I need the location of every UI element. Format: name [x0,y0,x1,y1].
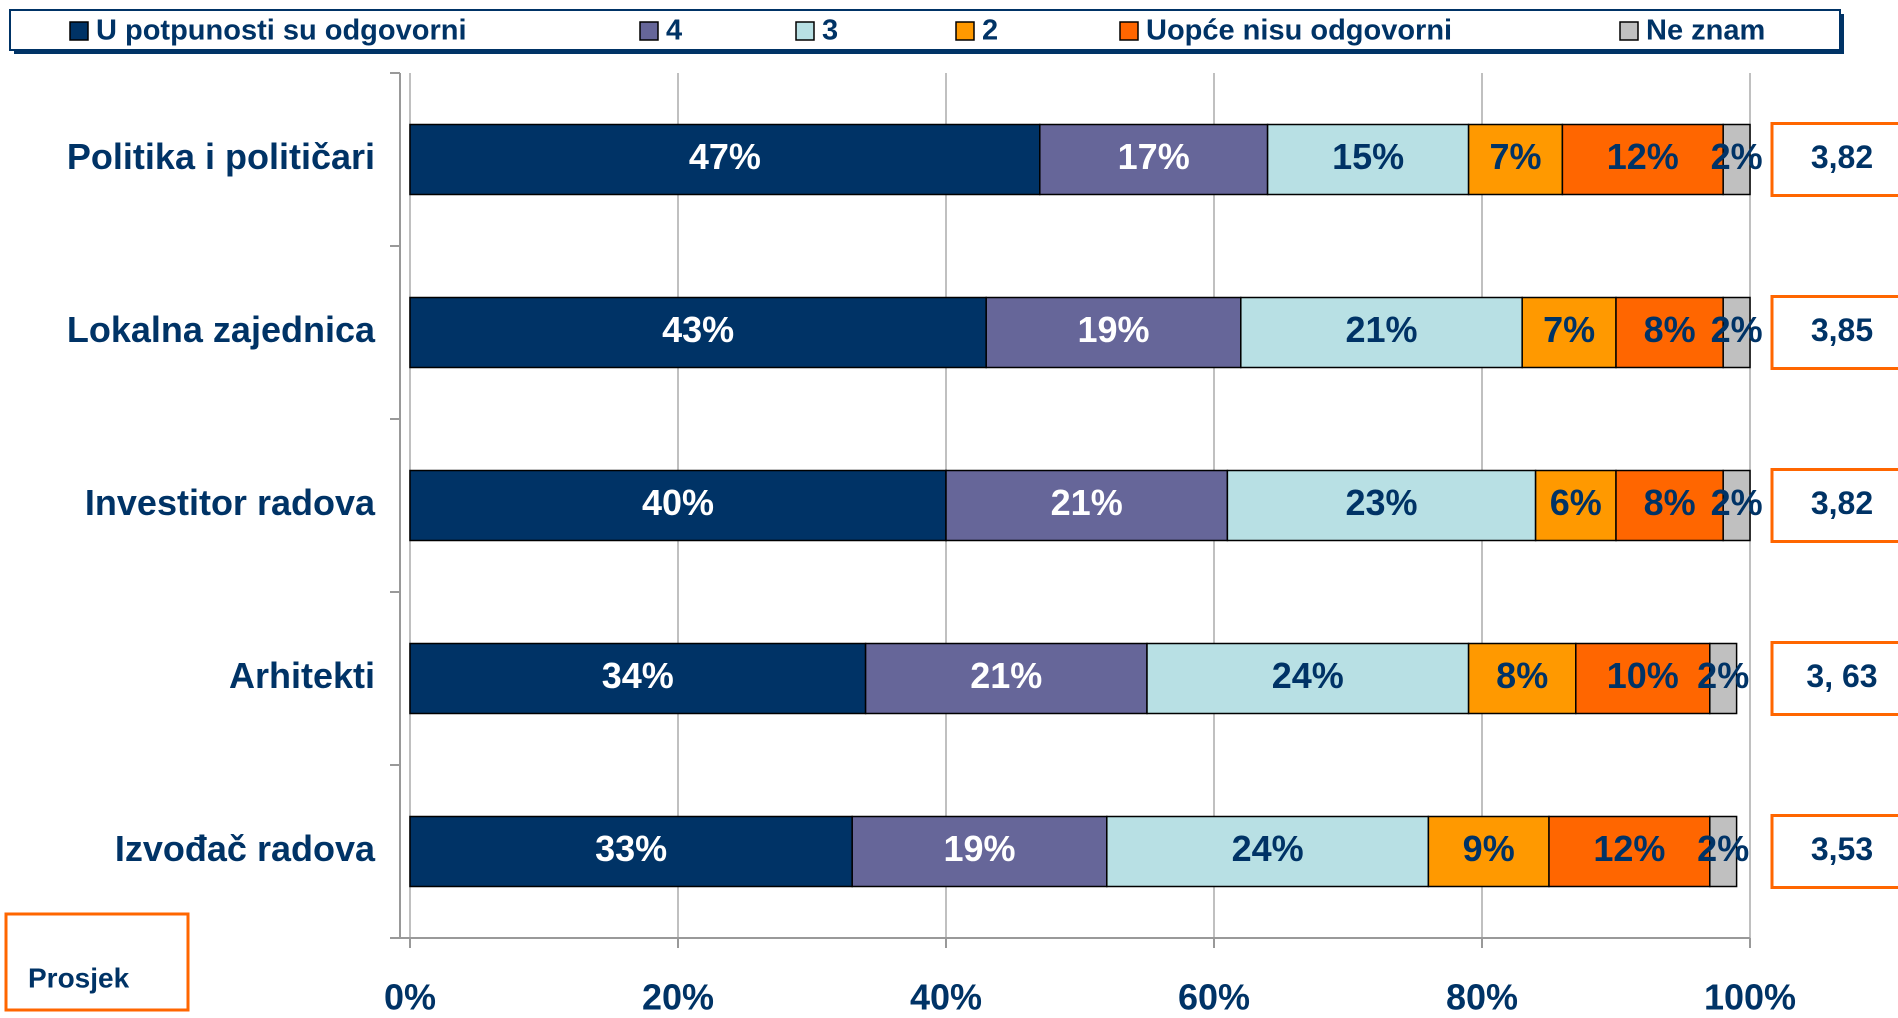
value-label: 12% [1607,136,1679,177]
value-label: 21% [1345,309,1417,350]
bar-segment [409,469,947,542]
x-tick-label: 80% [1446,977,1518,1018]
legend-label: U potpunosti su odgovorni [96,15,467,47]
bar-segment [1266,123,1470,196]
value-label: 12% [1593,828,1665,869]
x-tick-label: 20% [642,977,714,1018]
legend-swatch [639,21,659,41]
bar-segment [1039,123,1269,196]
value-label: 7% [1489,136,1541,177]
bar-segment [1427,815,1550,888]
value-label: 6% [1550,482,1602,523]
average-title: Prosjek [28,962,130,993]
bar-segment [945,469,1229,542]
value-label: 19% [943,828,1015,869]
bar-segment [864,642,1148,715]
legend-swatch [795,21,815,41]
value-label: 2% [1711,309,1763,350]
bar-segment [1561,123,1724,196]
average-box [1770,814,1898,889]
bar-segment [851,815,1108,888]
legend-label: 3 [822,15,838,47]
legend-box [9,9,1841,51]
bar-segment [1709,642,1738,715]
value-label: 15% [1332,136,1404,177]
bar-segment [1521,296,1617,369]
bar-segment [409,642,867,715]
bar-segment [409,123,1041,196]
bar-segment [1722,469,1751,542]
x-tick-label: 100% [1704,977,1796,1018]
bar-segment [1709,815,1738,888]
value-label: 9% [1463,828,1515,869]
legend-swatch [955,21,975,41]
average-box [1770,295,1898,370]
value-label: 2% [1711,482,1763,523]
value-label: 17% [1118,136,1190,177]
category-label: Arhitekti [229,655,375,696]
bar-segment [1467,642,1577,715]
value-label: 33% [595,828,667,869]
x-tick-label: 40% [910,977,982,1018]
bar-segment [1106,815,1430,888]
value-label: 2% [1711,136,1763,177]
x-tick-label: 0% [384,977,436,1018]
bar-segment [1722,296,1751,369]
value-label: 40% [642,482,714,523]
category-label: Izvođač radova [115,828,376,869]
legend-swatch [69,21,89,41]
average-box [1770,122,1898,197]
legend-swatch [1119,21,1139,41]
bar-segment [1467,123,1564,196]
category-label: Lokalna zajednica [67,309,376,350]
average-title-box [4,912,190,1012]
category-label: Politika i političari [67,136,375,177]
average-value: 3,82 [1811,485,1873,521]
value-label: 7% [1543,309,1595,350]
value-label: 10% [1607,655,1679,696]
category-label: Investitor radova [85,482,376,523]
average-value: 3,85 [1811,312,1873,348]
bar-segment [985,296,1242,369]
average-value: 3,82 [1811,139,1873,175]
value-label: 21% [1051,482,1123,523]
average-box [1770,468,1898,543]
legend-label: Uopće nisu odgovorni [1146,15,1452,47]
legend-swatch [1619,21,1639,41]
value-label: 21% [970,655,1042,696]
value-label: 23% [1345,482,1417,523]
value-label: 2% [1697,828,1749,869]
value-label: 24% [1232,828,1304,869]
bar-segment [1534,469,1617,542]
average-box [1770,641,1898,716]
legend-label: 2 [982,15,998,47]
legend-label: Ne znam [1646,15,1765,47]
value-label: 43% [662,309,734,350]
bar-segment [1615,296,1724,369]
value-label: 8% [1496,655,1548,696]
bar-segment [1575,642,1711,715]
bar-segment [409,296,987,369]
average-value: 3, 63 [1806,658,1877,694]
bar-segment [1240,296,1523,369]
value-label: 19% [1077,309,1149,350]
bar-segment [1722,123,1751,196]
value-label: 24% [1272,655,1344,696]
value-label: 2% [1697,655,1749,696]
average-value: 3,53 [1811,831,1873,867]
bar-segment [1548,815,1711,888]
legend-label: 4 [666,15,682,47]
value-label: 8% [1644,482,1696,523]
value-label: 34% [602,655,674,696]
bar-segment [409,815,853,888]
bar-segment [1226,469,1537,542]
bar-segment [1615,469,1724,542]
value-label: 47% [689,136,761,177]
value-label: 8% [1644,309,1696,350]
x-tick-label: 60% [1178,977,1250,1018]
